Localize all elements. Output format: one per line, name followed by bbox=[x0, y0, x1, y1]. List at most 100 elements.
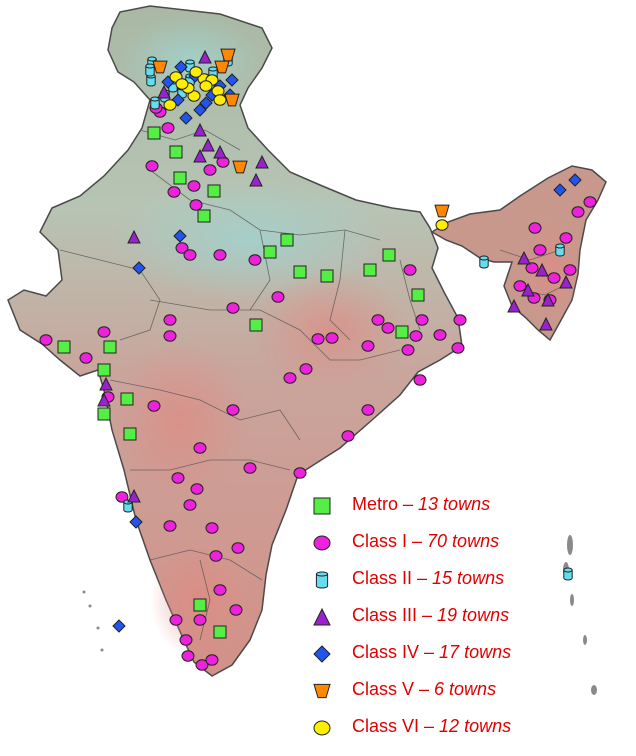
circle-marker bbox=[187, 90, 201, 102]
circle-marker bbox=[415, 314, 429, 326]
triangle-marker bbox=[99, 376, 113, 391]
circle-marker bbox=[39, 334, 53, 346]
square-marker bbox=[193, 598, 207, 612]
legend-separator: – bbox=[412, 568, 433, 588]
circle-marker bbox=[361, 340, 375, 352]
diamond-marker bbox=[174, 60, 188, 74]
circle-icon bbox=[313, 720, 331, 736]
circle-marker bbox=[533, 244, 547, 256]
legend-item-metro: Metro – 13 towns bbox=[306, 490, 626, 520]
triangle-marker bbox=[193, 148, 207, 163]
diamond-marker bbox=[225, 73, 239, 87]
legend-town-count: 6 towns bbox=[434, 679, 497, 699]
diamond-marker bbox=[179, 111, 193, 125]
circle-marker bbox=[190, 483, 204, 495]
diamond-marker bbox=[313, 645, 331, 663]
legend-separator: – bbox=[417, 605, 438, 625]
circle-marker bbox=[193, 614, 207, 626]
circle-marker bbox=[409, 330, 423, 342]
square-marker bbox=[197, 209, 211, 223]
circle-marker bbox=[528, 222, 542, 234]
circle-marker bbox=[559, 232, 573, 244]
diamond-marker bbox=[553, 183, 567, 197]
legend-class-name: Metro bbox=[352, 494, 399, 514]
triangle-marker bbox=[198, 49, 212, 64]
circle-marker bbox=[226, 302, 240, 314]
circle-marker bbox=[229, 604, 243, 616]
circle-marker bbox=[203, 164, 217, 176]
triangle-marker bbox=[541, 292, 555, 307]
mainland-outline bbox=[7, 5, 463, 677]
inverted-trapezoid-marker bbox=[434, 204, 450, 218]
circle-marker bbox=[525, 262, 539, 274]
triangle-marker bbox=[255, 154, 269, 169]
circle-marker bbox=[271, 291, 285, 303]
legend-item-class3: Class III – 19 towns bbox=[306, 601, 626, 631]
legend-separator: – bbox=[398, 494, 419, 514]
diamond-marker bbox=[132, 261, 146, 275]
inverted-trapezoid-marker bbox=[313, 683, 331, 699]
circle-marker bbox=[213, 249, 227, 261]
triangle-marker bbox=[521, 282, 535, 297]
circle-marker bbox=[571, 206, 585, 218]
circle-marker bbox=[171, 472, 185, 484]
circle-marker bbox=[563, 264, 577, 276]
cylinder-marker bbox=[145, 63, 155, 77]
legend-town-count: 15 towns bbox=[432, 568, 505, 588]
circle-marker bbox=[311, 333, 325, 345]
square-marker bbox=[313, 497, 331, 515]
circle-marker bbox=[231, 542, 245, 554]
circle-marker bbox=[169, 614, 183, 626]
circle-marker bbox=[195, 659, 209, 671]
circle-marker bbox=[325, 332, 339, 344]
square-marker bbox=[57, 340, 71, 354]
square-icon bbox=[313, 497, 331, 515]
circle-marker bbox=[163, 99, 177, 111]
legend-item-class1: Class I – 70 towns bbox=[306, 527, 626, 557]
circle-marker bbox=[313, 535, 331, 551]
cylinder-marker bbox=[563, 567, 573, 581]
square-marker bbox=[173, 171, 187, 185]
terrain-patch bbox=[110, 180, 390, 300]
legend-label: Class III – 19 towns bbox=[352, 605, 509, 626]
inverted-trapezoid-icon bbox=[313, 683, 331, 699]
circle-marker bbox=[175, 78, 189, 90]
triangle-marker bbox=[201, 137, 215, 152]
circle-marker bbox=[147, 400, 161, 412]
lakshadweep-islands bbox=[82, 590, 104, 652]
legend-town-count: 19 towns bbox=[437, 605, 510, 625]
circle-marker bbox=[381, 322, 395, 334]
square-marker bbox=[97, 407, 111, 421]
circle-marker bbox=[226, 404, 240, 416]
circle-marker bbox=[115, 491, 129, 503]
triangle-marker bbox=[535, 262, 549, 277]
circle-marker bbox=[179, 634, 193, 646]
legend-town-count: 70 towns bbox=[427, 531, 500, 551]
diamond-marker bbox=[173, 229, 187, 243]
triangle-marker bbox=[157, 84, 171, 99]
inverted-trapezoid-marker bbox=[152, 60, 168, 74]
triangle-marker bbox=[193, 122, 207, 137]
legend-class-name: Class VI bbox=[352, 716, 420, 736]
square-marker bbox=[169, 145, 183, 159]
legend-town-count: 12 towns bbox=[439, 716, 512, 736]
circle-marker bbox=[283, 372, 297, 384]
legend-class-name: Class I bbox=[352, 531, 408, 551]
legend-town-count: 17 towns bbox=[439, 642, 512, 662]
triangle-marker bbox=[313, 607, 331, 626]
circle-marker bbox=[547, 272, 561, 284]
circle-marker bbox=[161, 122, 175, 134]
circle-icon bbox=[313, 535, 331, 551]
circle-marker bbox=[371, 314, 385, 326]
circle-marker bbox=[341, 430, 355, 442]
legend-class-name: Class III bbox=[352, 605, 418, 625]
square-marker bbox=[97, 363, 111, 377]
square-marker bbox=[207, 184, 221, 198]
circle-marker bbox=[163, 330, 177, 342]
circle-marker bbox=[175, 242, 189, 254]
northeast-outline bbox=[430, 165, 607, 342]
circle-marker bbox=[79, 352, 93, 364]
circle-marker bbox=[213, 584, 227, 596]
legend-label: Class I – 70 towns bbox=[352, 531, 499, 552]
legend-label: Class IV – 17 towns bbox=[352, 642, 511, 663]
